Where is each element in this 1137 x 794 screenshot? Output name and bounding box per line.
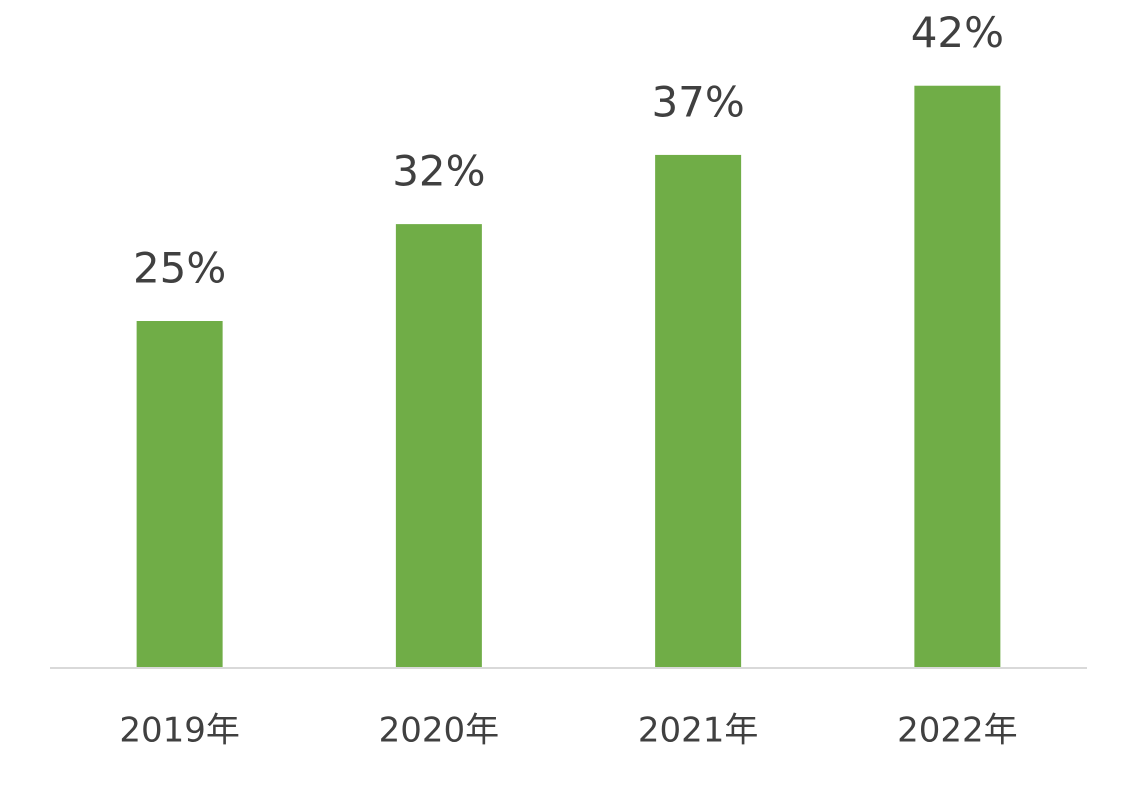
x-tick-label: 2020年	[379, 711, 500, 751]
data-label: 42%	[911, 8, 1004, 57]
x-tick-label: 2022年	[897, 711, 1018, 751]
bar	[136, 321, 223, 667]
bar	[914, 85, 1001, 668]
data-label: 32%	[392, 147, 485, 196]
data-label: 37%	[651, 77, 744, 126]
bar	[655, 154, 742, 668]
data-label: 25%	[133, 244, 226, 293]
bar	[395, 224, 482, 667]
x-tick-label: 2019年	[119, 711, 240, 751]
x-tick-label: 2021年	[638, 711, 759, 751]
